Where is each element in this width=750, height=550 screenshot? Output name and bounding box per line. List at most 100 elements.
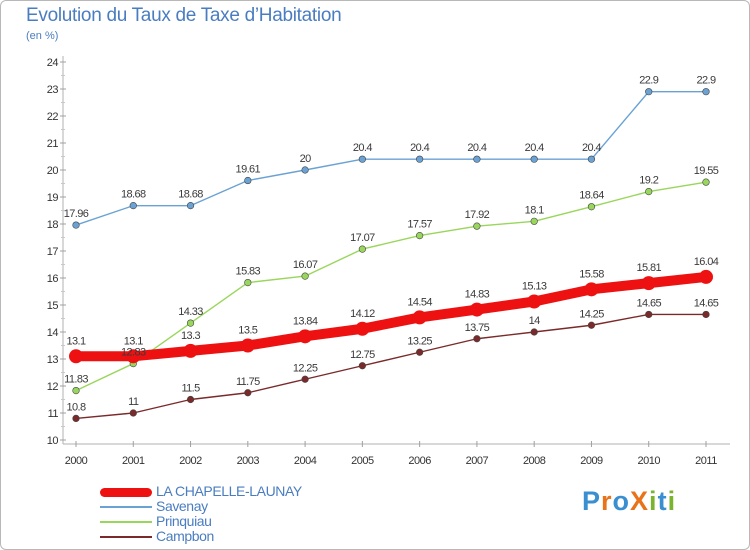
data-label: 20.4 (353, 142, 372, 154)
data-point (412, 310, 427, 325)
data-label: 11 (128, 396, 139, 408)
data-label: 20.4 (410, 142, 429, 154)
x-tick-label: 2002 (179, 455, 202, 467)
x-tick-label: 2005 (351, 455, 374, 467)
series-line-prinquiau (75, 181, 707, 392)
chart-subtitle: (en %) (26, 30, 59, 42)
logo-letter: i (649, 486, 658, 516)
data-label: 16.04 (694, 256, 719, 268)
data-label: 14.83 (465, 289, 490, 301)
data-point (244, 278, 252, 287)
data-point (587, 155, 596, 163)
data-label: 15.83 (236, 266, 261, 278)
data-point (645, 88, 653, 96)
logo-letter: t (657, 486, 668, 516)
y-tick-label: 10 (47, 435, 59, 447)
data-label: 17.57 (407, 219, 432, 231)
data-point (587, 203, 596, 211)
data-point (702, 178, 710, 186)
y-tick-label: 15 (47, 300, 59, 312)
data-point (699, 269, 713, 284)
data-label: 22.9 (639, 75, 658, 87)
data-point (69, 349, 83, 364)
data-point (530, 328, 538, 336)
data-point (473, 222, 481, 230)
legend-swatch (100, 506, 152, 508)
x-tick-label: 2003 (237, 455, 260, 467)
legend-label: Campbon (156, 528, 214, 544)
data-point (584, 282, 599, 297)
legend-label: Savenay (156, 498, 208, 514)
y-tick-label: 12 (47, 381, 59, 393)
y-tick-label: 18 (47, 219, 59, 231)
data-point (301, 166, 309, 174)
series-line-savenay (75, 90, 707, 226)
y-tick-label: 19 (47, 192, 59, 204)
data-label: 14.65 (636, 297, 661, 309)
y-tick-label: 17 (47, 246, 59, 258)
data-point (244, 176, 252, 185)
data-label: 16.07 (293, 259, 318, 271)
data-label: 12.75 (350, 349, 375, 361)
data-label: 10.8 (66, 401, 85, 413)
data-label: 12.83 (121, 347, 146, 359)
data-label: 13.1 (124, 335, 143, 347)
x-tick-label: 2006 (408, 455, 431, 467)
data-point (416, 348, 424, 356)
data-point (473, 155, 481, 163)
proxiti-logo[interactable]: ProXiti (582, 486, 676, 517)
data-point (358, 155, 366, 163)
y-tick-label: 16 (47, 273, 59, 285)
legend-swatch (100, 521, 152, 523)
data-point (358, 362, 366, 370)
y-tick-label: 24 (47, 57, 59, 69)
data-point (301, 272, 309, 280)
series-line-campbon (75, 313, 707, 420)
data-label: 19.61 (236, 164, 261, 176)
data-point (469, 302, 484, 317)
data-label: 18.64 (579, 190, 604, 202)
data-point (183, 343, 198, 358)
data-point (126, 349, 141, 364)
logo-letter: P (582, 486, 602, 516)
data-label: 19.2 (639, 175, 658, 187)
legend: LA CHAPELLE-LAUNAY Savenay Prinquiau Campbo… (100, 483, 400, 544)
data-label: 14.54 (407, 296, 432, 308)
data-label: 14.25 (579, 308, 604, 320)
data-point (244, 389, 252, 397)
data-label: 13.5 (238, 325, 257, 337)
data-point (72, 386, 80, 395)
data-label: 13.1 (66, 335, 85, 347)
data-point (186, 319, 195, 327)
legend-swatch (100, 536, 152, 538)
data-label: 15.13 (522, 280, 547, 292)
data-label: 20.4 (467, 142, 486, 154)
data-label: 22.9 (696, 75, 715, 87)
data-point (129, 409, 137, 417)
series-line-la-chapelle-launay (71, 271, 711, 362)
legend-label: Prinquiau (156, 513, 212, 529)
data-label: 18.68 (121, 189, 146, 201)
logo-letter: X (630, 486, 650, 516)
x-tick-label: 2010 (637, 455, 660, 467)
y-tick-label: 23 (47, 84, 59, 96)
data-label: 20 (300, 153, 312, 165)
legend-item: Prinquiau (100, 513, 400, 529)
data-label: 12.25 (293, 362, 318, 374)
y-tick-label: 14 (47, 327, 59, 339)
data-point (186, 202, 195, 210)
y-tick-label: 21 (47, 138, 59, 150)
legend-item: Savenay (100, 498, 400, 514)
data-label: 13.3 (181, 330, 200, 342)
data-point (298, 329, 313, 344)
logo-letter: i (667, 486, 677, 516)
y-tick-label: 11 (48, 408, 59, 420)
data-point (186, 395, 195, 404)
data-label: 13.84 (293, 315, 318, 327)
data-point (72, 414, 80, 423)
data-point (240, 338, 255, 353)
data-point (527, 294, 542, 309)
data-point (355, 321, 370, 336)
x-tick-label: 2007 (466, 455, 489, 467)
